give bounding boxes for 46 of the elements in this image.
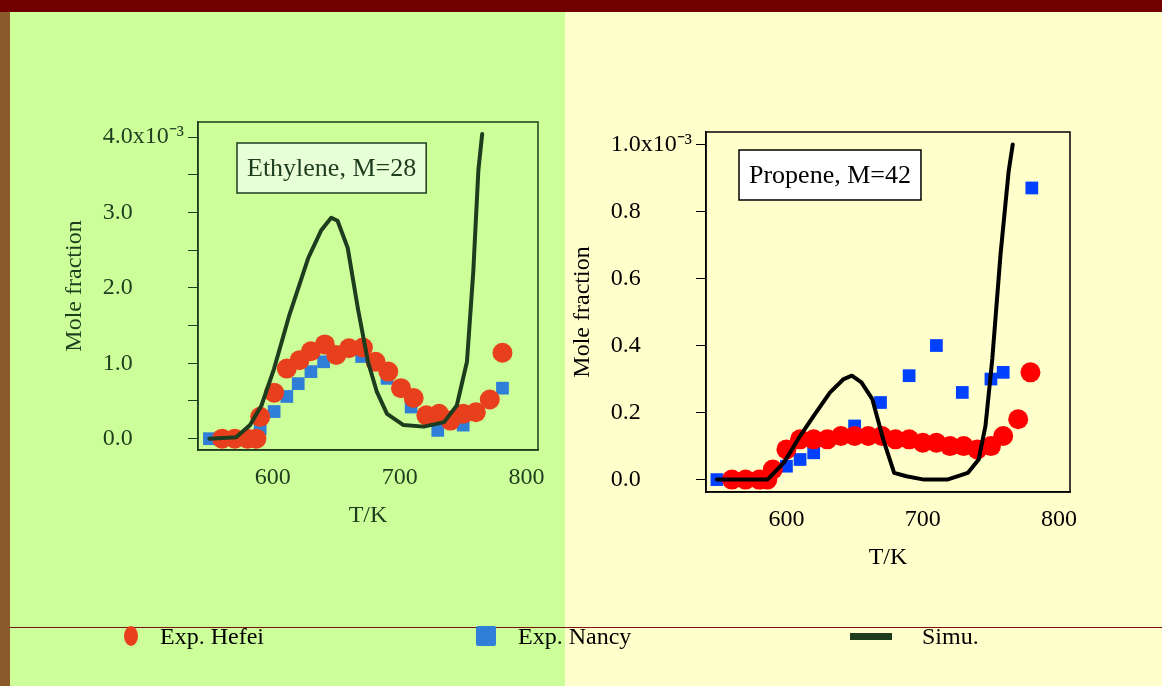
point xyxy=(492,342,513,363)
text: x10⁻³ xyxy=(640,129,693,156)
point xyxy=(291,377,305,391)
point xyxy=(496,381,509,395)
point xyxy=(955,386,969,399)
point xyxy=(378,361,399,382)
y-axis-title: Mole fraction xyxy=(567,246,594,378)
x-axis-title: T/K xyxy=(348,500,388,527)
point xyxy=(930,339,943,352)
x-axis-title: T/K xyxy=(868,542,908,569)
point xyxy=(267,405,281,418)
point xyxy=(1020,362,1041,383)
point xyxy=(996,365,1010,379)
legend-label: Simu. xyxy=(922,622,979,650)
text: x10⁻³ xyxy=(132,122,185,149)
point xyxy=(902,369,916,383)
annotation: Propene, M=42 xyxy=(749,159,911,189)
annotation: Ethylene, M=28 xyxy=(247,152,417,182)
y-tick-label: 2.0 xyxy=(102,273,133,300)
point xyxy=(403,387,424,408)
y-tick-label: 0.0 xyxy=(102,423,133,450)
y-tick-label: 4.0 xyxy=(102,122,133,149)
x-tick-label: 800 xyxy=(1041,504,1078,531)
point xyxy=(1025,181,1039,195)
y-axis-title: Mole fraction xyxy=(59,220,86,352)
point xyxy=(304,365,318,378)
y-tick-label: 1.0 xyxy=(102,348,133,375)
point xyxy=(479,389,500,410)
legend-label: Exp. Nancy xyxy=(518,622,632,650)
y-tick-label: 0.6 xyxy=(610,263,641,290)
point xyxy=(1008,409,1029,430)
y-tick-label: 3.0 xyxy=(102,197,133,224)
y-tick-label: 0.8 xyxy=(610,196,641,223)
x-tick-label: 700 xyxy=(381,462,418,489)
y-tick-label: 1.0 xyxy=(610,129,641,156)
y-tick-label: 0.0 xyxy=(610,464,641,491)
x-tick-label: 700 xyxy=(904,504,941,531)
x-tick-label: 600 xyxy=(254,462,291,489)
legend-label: Exp. Hefei xyxy=(160,622,264,650)
x-tick-label: 800 xyxy=(508,462,545,489)
point xyxy=(793,453,807,466)
y-tick-label: 0.4 xyxy=(610,330,641,357)
point xyxy=(465,402,486,423)
point xyxy=(993,426,1014,447)
y-tick-label: 0.2 xyxy=(610,397,641,424)
x-tick-label: 600 xyxy=(768,504,805,531)
